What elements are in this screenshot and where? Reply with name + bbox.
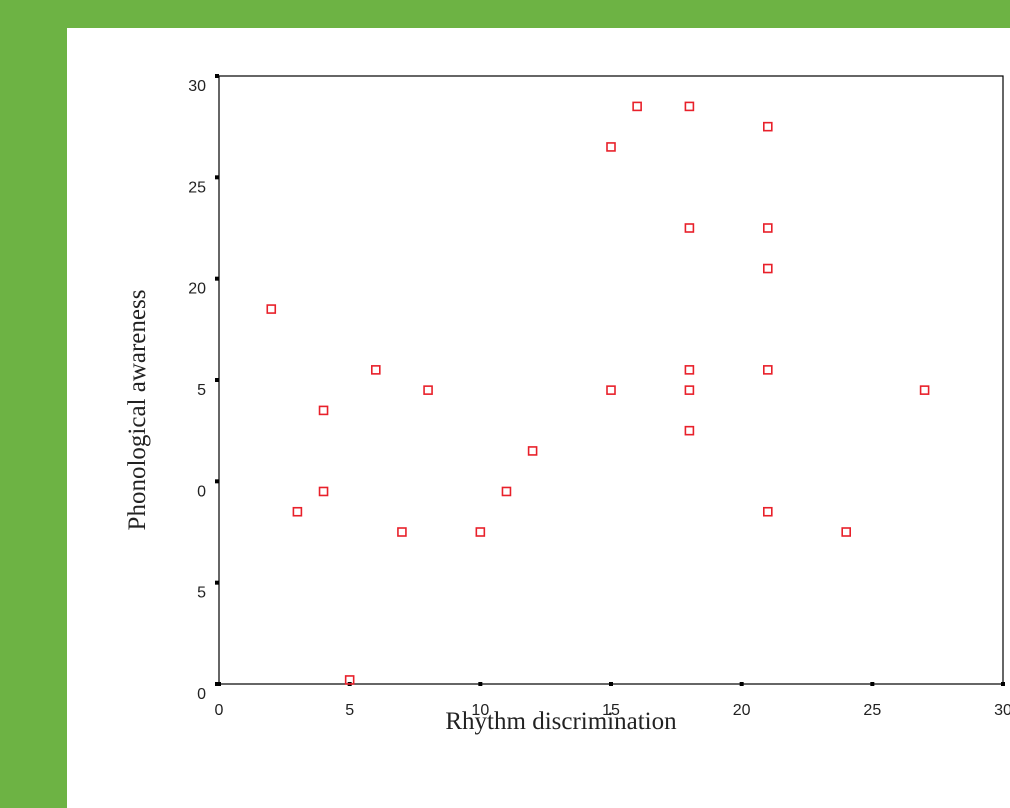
data-point bbox=[684, 385, 695, 395]
data-point bbox=[527, 446, 538, 456]
data-point bbox=[762, 223, 773, 233]
data-point bbox=[266, 304, 277, 314]
y-tick-mark bbox=[215, 378, 219, 382]
y-tick-label: 30 bbox=[188, 78, 206, 95]
x-tick-label: 25 bbox=[863, 702, 881, 719]
data-point bbox=[318, 486, 329, 497]
x-axis-title: Rhythm discrimination bbox=[445, 708, 677, 735]
y-axis: 0 5 0 5 20 25 30 bbox=[188, 74, 219, 703]
y-tick-mark bbox=[215, 74, 219, 78]
y-tick-mark bbox=[215, 175, 219, 180]
data-point bbox=[762, 365, 773, 375]
data-point bbox=[397, 527, 407, 537]
x-tick-label: 0 bbox=[215, 702, 224, 719]
y-tick-label: 0 bbox=[197, 483, 206, 500]
y-tick-mark bbox=[215, 479, 219, 484]
plot-frame bbox=[218, 75, 1004, 685]
data-point bbox=[344, 675, 355, 685]
frame-left-band bbox=[0, 0, 67, 808]
y-tick-mark bbox=[215, 682, 219, 686]
data-points bbox=[266, 101, 930, 685]
x-tick-label: 30 bbox=[994, 702, 1010, 719]
data-point bbox=[841, 527, 852, 537]
y-tick-label: 25 bbox=[188, 179, 206, 196]
data-point bbox=[318, 405, 329, 416]
frame-top-band bbox=[0, 0, 1010, 28]
data-point bbox=[919, 385, 930, 395]
plot-area bbox=[218, 75, 1004, 685]
y-tick-mark bbox=[215, 276, 219, 281]
x-tick-label: 15 bbox=[602, 702, 620, 719]
x-tick-mark bbox=[1001, 682, 1005, 686]
y-tick-label: 5 bbox=[197, 585, 206, 602]
data-point bbox=[501, 486, 512, 497]
data-point bbox=[762, 506, 773, 517]
x-tick-label: 10 bbox=[471, 702, 489, 719]
x-axis: 0 5 10 15 20 25 30 bbox=[215, 682, 1010, 719]
y-tick-mark bbox=[215, 580, 219, 585]
data-point bbox=[684, 101, 695, 112]
data-point bbox=[684, 365, 695, 375]
data-point bbox=[762, 121, 773, 132]
data-point bbox=[475, 527, 486, 537]
data-point bbox=[762, 263, 773, 274]
y-tick-label: 20 bbox=[188, 281, 206, 298]
y-tick-label: 0 bbox=[197, 686, 206, 703]
x-tick-label: 20 bbox=[733, 702, 751, 719]
data-point bbox=[370, 365, 381, 375]
x-tick-mark bbox=[739, 682, 744, 686]
y-axis-title: Phonological awareness bbox=[124, 290, 151, 531]
x-tick-label: 5 bbox=[345, 702, 354, 719]
data-point bbox=[684, 223, 695, 233]
x-tick-mark bbox=[870, 682, 875, 686]
data-point bbox=[684, 425, 695, 436]
x-tick-mark bbox=[609, 682, 613, 686]
data-point bbox=[632, 101, 642, 112]
data-point bbox=[606, 385, 616, 395]
y-tick-label: 5 bbox=[197, 382, 206, 399]
data-point bbox=[292, 506, 303, 517]
data-point bbox=[606, 142, 616, 152]
x-tick-mark bbox=[478, 682, 483, 686]
data-point bbox=[423, 385, 433, 395]
